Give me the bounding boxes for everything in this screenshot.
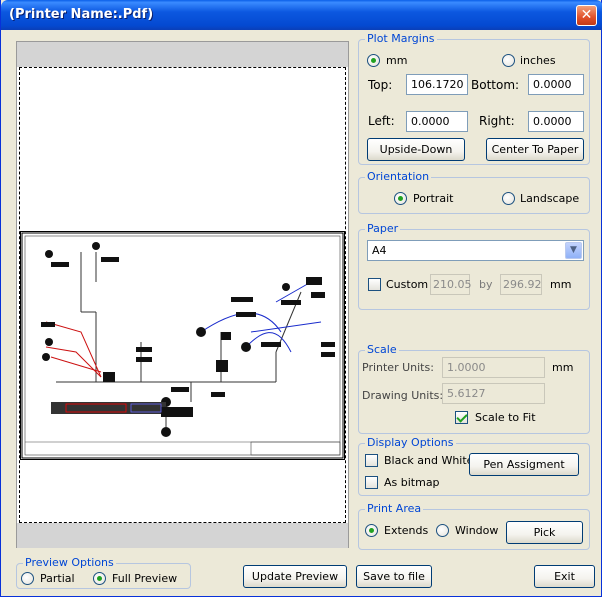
preview-unprintable-bottom — [17, 523, 348, 548]
custom-height-input[interactable]: 296.92 — [500, 274, 542, 295]
preview-options-legend: Preview Options — [23, 556, 116, 569]
close-button[interactable]: ✕ — [576, 5, 597, 26]
top-margin-label: Top: — [368, 78, 393, 92]
pen-assignment-button[interactable]: Pen Assigment — [469, 453, 579, 476]
update-preview-button[interactable]: Update Preview — [243, 565, 347, 588]
by-label: by — [479, 278, 493, 291]
scale-to-fit-label: Scale to Fit — [475, 411, 536, 424]
custom-paper-label: Custom — [386, 278, 429, 291]
exit-button[interactable]: Exit — [534, 565, 595, 588]
center-to-paper-button[interactable]: Center To Paper — [486, 138, 584, 161]
save-to-file-button[interactable]: Save to file — [356, 565, 432, 588]
inches-radio[interactable] — [502, 54, 515, 67]
mm-label: mm — [386, 54, 408, 67]
print-area-legend: Print Area — [365, 502, 424, 515]
partial-label: Partial — [40, 572, 75, 585]
as-bitmap-label: As bitmap — [384, 476, 440, 489]
portrait-radio[interactable] — [394, 192, 407, 205]
black-and-white-label: Black and White — [384, 454, 474, 467]
extends-radio[interactable] — [365, 524, 378, 537]
scale-legend: Scale — [365, 343, 399, 356]
extends-label: Extends — [384, 524, 429, 537]
bottom-margin-label: Bottom: — [471, 78, 520, 92]
full-preview-label: Full Preview — [112, 572, 178, 585]
orientation-legend: Orientation — [365, 170, 432, 183]
drawing-thumbnail — [21, 232, 344, 459]
plot-margins-group: Plot Margins mm inches Top: 106.1720 Bot… — [358, 32, 590, 165]
preview-drawing — [20, 231, 345, 460]
print-preview — [16, 41, 349, 548]
printer-units-label: Printer Units: — [362, 361, 434, 374]
paper-group: Paper A4 ▼ Custom 210.05 by 296.92 mm — [358, 222, 590, 310]
landscape-radio[interactable] — [502, 192, 515, 205]
right-margin-input[interactable]: 0.0000 — [528, 111, 584, 132]
as-bitmap-checkbox[interactable] — [365, 476, 378, 489]
preview-options-group: Preview Options Partial Full Preview — [16, 556, 191, 589]
inches-label: inches — [520, 54, 556, 67]
right-margin-label: Right: — [479, 114, 515, 128]
landscape-label: Landscape — [520, 192, 580, 205]
title-bar: (Printer Name:.Pdf) ✕ — [1, 0, 602, 30]
custom-width-input[interactable]: 210.05 — [430, 274, 472, 295]
paper-size-select[interactable]: A4 ▼ — [367, 240, 584, 261]
bottom-margin-input[interactable]: 0.0000 — [528, 74, 584, 95]
custom-paper-checkbox[interactable] — [368, 278, 381, 291]
printer-units-unit: mm — [552, 361, 574, 374]
window-radio[interactable] — [436, 524, 449, 537]
pick-button[interactable]: Pick — [506, 521, 583, 544]
printer-units-input[interactable]: 1.0000 — [442, 357, 545, 378]
drawing-units-input[interactable]: 5.6127 — [442, 383, 545, 404]
left-margin-input[interactable]: 0.0000 — [406, 111, 468, 132]
chevron-down-icon[interactable]: ▼ — [565, 242, 582, 259]
display-options-legend: Display Options — [365, 436, 456, 449]
custom-unit-label: mm — [550, 278, 572, 291]
portrait-label: Portrait — [413, 192, 454, 205]
upside-down-button[interactable]: Upside-Down — [367, 138, 465, 161]
window-label: Window — [455, 524, 499, 537]
window-title: (Printer Name:.Pdf) — [9, 7, 154, 22]
close-icon: ✕ — [580, 7, 593, 23]
scale-group: Scale Printer Units: 1.0000 mm Drawing U… — [358, 343, 590, 434]
print-area-group: Print Area Extends Window Pick — [358, 502, 590, 550]
orientation-group: Orientation Portrait Landscape — [358, 170, 590, 214]
preview-unprintable-top — [17, 42, 348, 67]
display-options-group: Display Options Black and White Pen Assi… — [358, 436, 590, 496]
drawing-units-label: Drawing Units: — [362, 389, 444, 402]
plot-margins-legend: Plot Margins — [365, 32, 437, 45]
black-and-white-checkbox[interactable] — [365, 454, 378, 467]
mm-radio[interactable] — [367, 54, 380, 67]
left-margin-label: Left: — [368, 114, 395, 128]
partial-radio[interactable] — [21, 572, 34, 585]
page-boundary — [19, 67, 346, 523]
full-preview-radio[interactable] — [93, 572, 106, 585]
top-margin-input[interactable]: 106.1720 — [406, 74, 468, 95]
scale-to-fit-checkbox[interactable] — [455, 411, 468, 424]
paper-legend: Paper — [365, 222, 401, 235]
paper-size-value: A4 — [372, 244, 387, 257]
